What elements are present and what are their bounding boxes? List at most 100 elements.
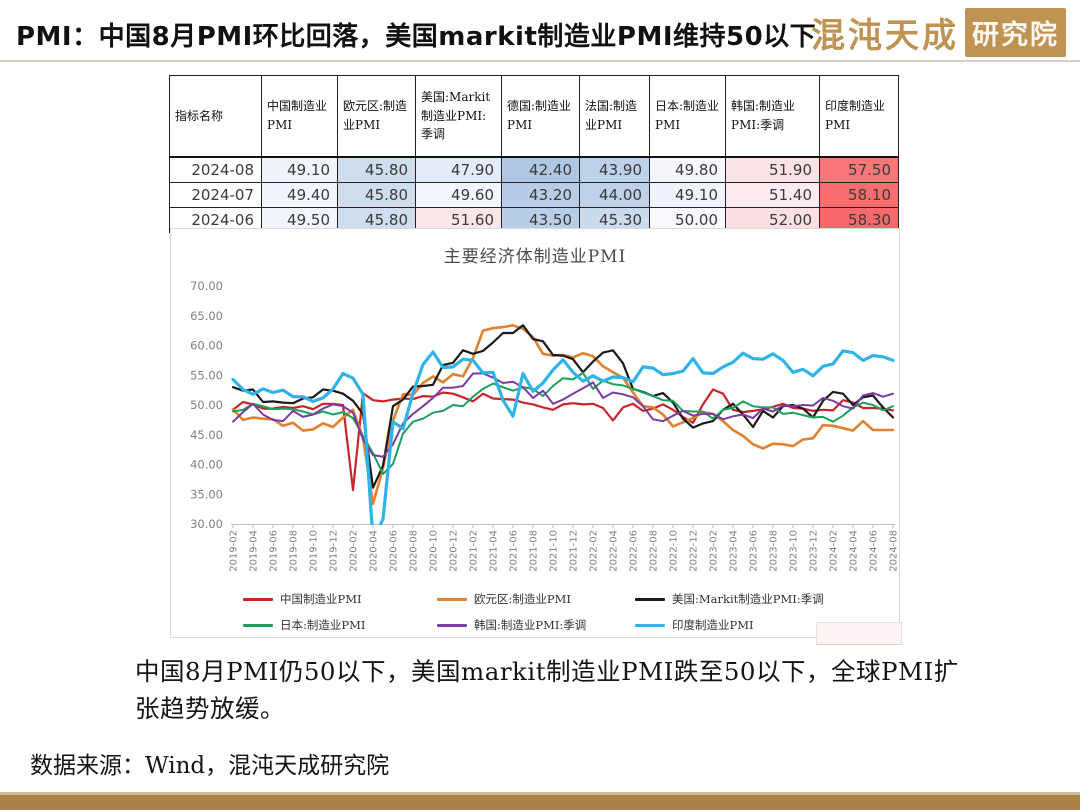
value-cell: 49.10 bbox=[649, 182, 726, 208]
line-series bbox=[231, 388, 895, 492]
y-axis-label: 35.00 bbox=[190, 487, 223, 501]
title-divider bbox=[0, 60, 1080, 62]
table-header-row: 指标名称 中国制造业PMI 欧元区:制造业PMI 美国:Markit制造业PMI:季调… bbox=[169, 75, 899, 158]
y-axis-label: 45.00 bbox=[190, 428, 223, 442]
x-axis-label: 2020-02 bbox=[349, 530, 360, 572]
x-axis-label: 2023-12 bbox=[809, 530, 820, 572]
table-header-cell: 欧元区:制造业PMI bbox=[337, 75, 416, 158]
chart-title: 主要经济体制造业PMI bbox=[443, 247, 627, 267]
x-axis-label: 2022-12 bbox=[689, 530, 700, 572]
value-cell: 51.90 bbox=[725, 156, 820, 183]
table-row: 2024-07 49.40 45.80 49.60 43.20 44.00 49.10 51.… bbox=[169, 182, 899, 208]
x-axis-label: 2024-06 bbox=[869, 530, 880, 572]
value-cell: 43.20 bbox=[501, 182, 580, 208]
legend-label: 美国:Markit制造业PMI:季调 bbox=[672, 592, 824, 606]
legend-swatch bbox=[635, 597, 665, 601]
pmi-data-table: 指标名称 中国制造业PMI 欧元区:制造业PMI 美国:Markit制造业PMI:季调… bbox=[169, 75, 899, 233]
legend-item: 欧元区:制造业PMI bbox=[437, 591, 571, 607]
x-axis-label: 2019-08 bbox=[289, 530, 300, 572]
footer-bar bbox=[0, 792, 1080, 810]
table-header-cell: 指标名称 bbox=[169, 75, 262, 158]
line-series bbox=[232, 372, 894, 458]
x-axis-label: 2021-02 bbox=[469, 530, 480, 572]
value-cell: 49.40 bbox=[261, 182, 338, 208]
y-axis-label: 40.00 bbox=[190, 458, 223, 472]
x-axis-label: 2021-08 bbox=[529, 530, 540, 572]
y-axis-label: 65.00 bbox=[190, 309, 223, 323]
value-cell: 49.60 bbox=[415, 182, 502, 208]
legend-label: 韩国:制造业PMI:季调 bbox=[474, 618, 587, 632]
legend-item: 韩国:制造业PMI:季调 bbox=[437, 617, 586, 633]
table-header-cell: 美国:Markit制造业PMI:季调 bbox=[415, 75, 502, 158]
x-axis-label: 2020-12 bbox=[449, 530, 460, 572]
x-axis-label: 2020-10 bbox=[429, 530, 440, 572]
legend-swatch bbox=[243, 597, 273, 601]
logo-text: 混沌天成 bbox=[811, 16, 959, 56]
x-axis-label: 2023-08 bbox=[769, 530, 780, 572]
value-cell: 47.90 bbox=[415, 156, 502, 183]
table-header-cell: 中国制造业PMI bbox=[261, 75, 338, 158]
table-header-cell: 韩国:制造业PMI:季调 bbox=[725, 75, 820, 158]
table-header-cell: 法国:制造业PMI bbox=[579, 75, 650, 158]
y-axis-label: 60.00 bbox=[190, 339, 223, 353]
legend-label: 欧元区:制造业PMI bbox=[474, 592, 571, 606]
x-axis-label: 2021-06 bbox=[509, 530, 520, 572]
x-axis-label: 2024-04 bbox=[849, 530, 860, 572]
legend-item: 日本:制造业PMI bbox=[243, 617, 365, 633]
page-title: PMI：中国8月PMI环比回落，美国markit制造业PMI维持50以下 bbox=[16, 22, 817, 52]
legend-swatch bbox=[243, 623, 273, 627]
chart-panel: 主要经济体制造业PMI 70.00 65.00 60.00 55.00 50.00 45.… bbox=[170, 228, 902, 645]
line-series bbox=[232, 371, 894, 475]
data-source-text: 数据来源：Wind，混沌天成研究院 bbox=[30, 753, 390, 779]
x-axis-label: 2020-08 bbox=[409, 530, 420, 572]
x-axis-label: 2022-04 bbox=[609, 530, 620, 572]
x-axis-label: 2021-12 bbox=[569, 530, 580, 572]
x-axis-label: 2024-08 bbox=[889, 530, 898, 572]
x-axis-label: 2022-06 bbox=[629, 530, 640, 572]
value-cell: 58.10 bbox=[819, 182, 899, 208]
x-axis-label: 2019-06 bbox=[269, 530, 280, 572]
y-axis-label: 30.00 bbox=[190, 517, 223, 531]
value-cell: 45.80 bbox=[337, 182, 416, 208]
value-cell: 45.80 bbox=[337, 156, 416, 183]
x-axis-label: 2023-10 bbox=[789, 530, 800, 572]
table-header-cell: 印度制造业PMI bbox=[819, 75, 899, 158]
value-cell: 49.80 bbox=[649, 156, 726, 183]
legend-item: 印度制造业PMI bbox=[635, 617, 754, 633]
value-cell: 49.10 bbox=[261, 156, 338, 183]
x-axis-label: 2023-04 bbox=[729, 530, 740, 572]
legend-swatch bbox=[635, 623, 665, 627]
x-axis-label: 2020-06 bbox=[389, 530, 400, 572]
artifact-block bbox=[816, 622, 902, 645]
legend-label: 中国制造业PMI bbox=[280, 592, 362, 606]
x-axis-label: 2020-04 bbox=[369, 530, 380, 572]
value-cell: 44.00 bbox=[579, 182, 650, 208]
commentary-text: 中国8月PMI仍50以下，美国markit制造业PMI跌至50以下，全球PMI扩… bbox=[135, 657, 959, 723]
x-axis-label: 2024-02 bbox=[829, 530, 840, 572]
y-axis-label: 55.00 bbox=[190, 368, 223, 382]
x-axis-label: 2022-10 bbox=[669, 530, 680, 572]
date-cell: 2024-08 bbox=[169, 156, 262, 183]
table-header-cell: 德国:制造业PMI bbox=[501, 75, 580, 158]
x-axis-label: 2021-04 bbox=[489, 530, 500, 572]
date-cell: 2024-07 bbox=[169, 182, 262, 208]
x-axis-label: 2022-02 bbox=[589, 530, 600, 572]
x-axis-label: 2022-08 bbox=[649, 530, 660, 572]
x-axis-label: 2019-12 bbox=[329, 530, 340, 572]
legend-label: 印度制造业PMI bbox=[672, 618, 754, 632]
table-row: 2024-08 49.10 45.80 47.90 42.40 43.90 49.80 51.… bbox=[169, 156, 899, 183]
logo-seal: 研究院 bbox=[965, 8, 1066, 57]
legend-swatch bbox=[437, 597, 467, 601]
y-axis-label: 50.00 bbox=[190, 398, 223, 412]
value-cell: 42.40 bbox=[501, 156, 580, 183]
legend-item: 美国:Markit制造业PMI:季调 bbox=[635, 591, 824, 607]
value-cell: 43.90 bbox=[579, 156, 650, 183]
x-axis-label: 2023-06 bbox=[749, 530, 760, 572]
y-axis-label: 70.00 bbox=[190, 279, 223, 293]
legend-item: 中国制造业PMI bbox=[243, 591, 362, 607]
legend-label: 日本:制造业PMI bbox=[280, 618, 366, 632]
company-logo: 混沌天成 研究院 bbox=[811, 8, 1066, 57]
x-axis-label: 2021-10 bbox=[549, 530, 560, 572]
x-axis-label: 2019-02 bbox=[229, 530, 240, 572]
